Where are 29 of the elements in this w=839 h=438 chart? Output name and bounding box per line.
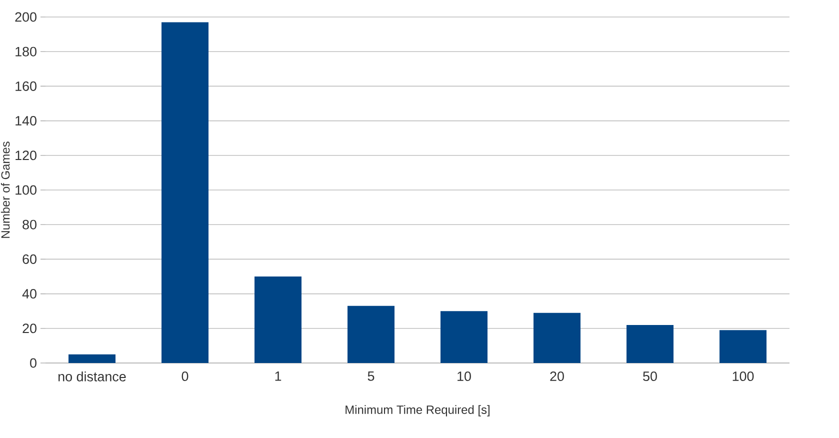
x-tick-label: 1 bbox=[275, 372, 282, 381]
bar bbox=[534, 312, 581, 363]
y-tick-label: 120 bbox=[16, 150, 36, 160]
y-axis-title: Number of Games bbox=[0, 142, 10, 238]
y-tick-label: 160 bbox=[16, 81, 36, 91]
x-tick-label: 100 bbox=[732, 372, 754, 382]
y-tick-label: 140 bbox=[16, 116, 36, 126]
bar bbox=[720, 330, 767, 363]
bar bbox=[68, 354, 116, 363]
y-tick-label: 180 bbox=[16, 46, 36, 56]
y-tick-label: 100 bbox=[16, 185, 36, 195]
x-tick-label: 50 bbox=[643, 372, 657, 382]
y-tick-label: 0 bbox=[30, 358, 36, 368]
y-tick-label: 20 bbox=[22, 324, 36, 334]
x-axis-title: Minimum Time Required [s] bbox=[346, 405, 490, 416]
x-tick-label: 0 bbox=[182, 372, 188, 382]
bar bbox=[348, 306, 395, 363]
y-tick-label: 200 bbox=[15, 12, 36, 22]
x-tick-label: 5 bbox=[368, 372, 374, 381]
y-tick-label: 80 bbox=[22, 220, 36, 230]
bar bbox=[440, 311, 488, 363]
y-tick-label: 60 bbox=[22, 254, 36, 264]
y-tick-label: 40 bbox=[22, 289, 36, 299]
bar bbox=[254, 276, 302, 363]
x-tick-label: 10 bbox=[458, 372, 471, 382]
bar bbox=[162, 22, 209, 363]
x-tick-label: 20 bbox=[550, 372, 564, 382]
bar bbox=[626, 324, 674, 363]
x-tick-label: no distance bbox=[58, 371, 126, 382]
